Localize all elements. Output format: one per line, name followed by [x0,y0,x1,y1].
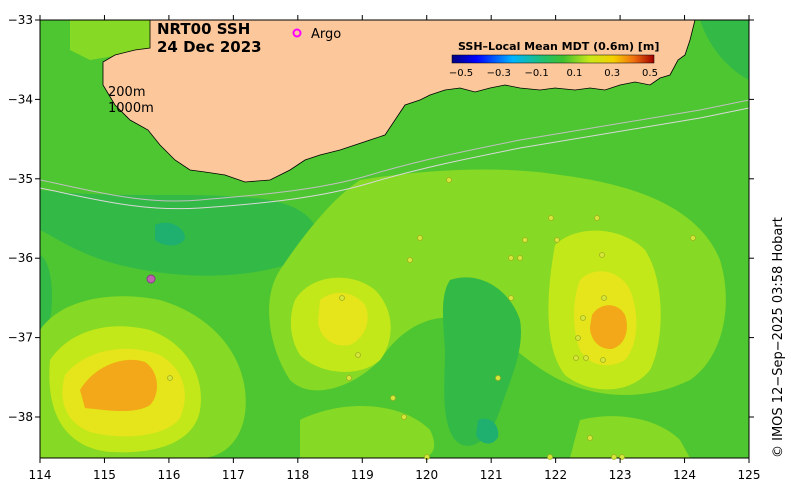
argo-float[interactable] [346,375,352,381]
argo-float[interactable] [619,454,625,460]
argo-float[interactable] [599,252,605,258]
title-product: NRT00 SSH [157,20,250,38]
argo-float[interactable] [600,357,606,363]
argo-float[interactable] [446,177,452,183]
isobath-1000m [40,107,749,210]
x-tick-label: 124 [673,468,696,482]
argo-float[interactable] [548,215,554,221]
argo-float[interactable] [355,352,361,358]
y-tick-label: −33 [8,13,33,27]
plot-frame [39,19,750,459]
teal-spot-west [155,222,185,246]
argo-float[interactable] [583,355,589,361]
x-tick-label: 122 [544,468,567,482]
x-tick-label: 114 [29,468,52,482]
colorbar-tick-label: 0.5 [642,68,658,79]
x-tick-label: 123 [609,468,632,482]
argo-float[interactable] [554,237,560,243]
argo-float[interactable] [547,454,553,460]
argo-float[interactable] [690,235,696,241]
dark-band-east [700,20,749,80]
x-tick-label: 118 [286,468,309,482]
argo-float[interactable] [517,255,523,261]
argo-floats [167,177,696,460]
credit-text: © IMOS 12−Sep−2025 03:58 Hobart [771,217,786,458]
teal-edge-west [40,255,52,330]
argo-float[interactable] [522,237,528,243]
colorbar-ticks: −0.5 −0.3 −0.1 0.1 0.3 0.5 [449,68,658,79]
argo-float[interactable] [167,375,173,381]
x-tick-label: 117 [222,468,245,482]
orange-core-east [590,305,627,350]
colorbar [451,54,655,64]
argo-float-highlighted[interactable] [146,274,156,284]
colorbar-tick-label: 0.1 [566,68,582,79]
isobath-200m [40,99,749,202]
argo-float[interactable] [401,414,407,420]
y-tick-label: −38 [8,410,33,424]
argo-float[interactable] [594,215,600,221]
argo-float[interactable] [390,395,396,401]
map-field [40,20,749,458]
y-axis: −33 −34 −35 −36 −37 −38 [8,13,754,424]
colorbar-tick-label: −0.1 [524,68,548,79]
teal-spot-south [476,418,499,444]
argo-float[interactable] [495,375,501,381]
argo-float[interactable] [587,435,593,441]
argo-float[interactable] [407,257,413,263]
argo-float[interactable] [417,235,423,241]
depth-label-1000m: 1000m [108,101,154,116]
argo-float[interactable] [575,335,581,341]
argo-float[interactable] [508,255,514,261]
x-tick-label: 119 [351,468,374,482]
lime-patch-south-east [570,416,690,458]
argo-float[interactable] [508,295,514,301]
colorbar-tick-label: −0.5 [449,68,473,79]
x-tick-label: 121 [480,468,503,482]
argo-float[interactable] [339,295,345,301]
lime-patch-south-centre [300,406,435,458]
y-tick-label: −37 [8,331,33,345]
y-tick-label: −34 [8,92,33,106]
dark-eddy-south [442,277,521,446]
x-tick-label: 120 [415,468,438,482]
x-tick-label: 125 [738,468,761,482]
yellow-core-central [318,292,368,346]
argo-float[interactable] [601,295,607,301]
x-axis: 114 115 116 117 118 119 120 121 122 123 124 125 [29,15,761,482]
argo-float[interactable] [611,454,617,460]
y-tick-label: −35 [8,172,33,186]
argo-legend-icon [292,28,302,38]
colorbar-tick-label: 0.3 [604,68,620,79]
y-tick-label: −36 [8,251,33,265]
argo-legend-label: Argo [311,27,341,42]
title-date: 24 Dec 2023 [157,38,262,56]
colorbar-title: SSH–Local Mean MDT (0.6m) [m] [458,40,659,53]
x-tick-label: 116 [157,468,180,482]
x-tick-label: 115 [93,468,116,482]
argo-float[interactable] [580,315,586,321]
depth-label-200m: 200m [108,85,145,100]
lime-region-northwest [70,20,150,60]
colorbar-tick-label: −0.3 [487,68,511,79]
argo-float[interactable] [573,355,579,361]
orange-core-southwest [80,359,157,412]
